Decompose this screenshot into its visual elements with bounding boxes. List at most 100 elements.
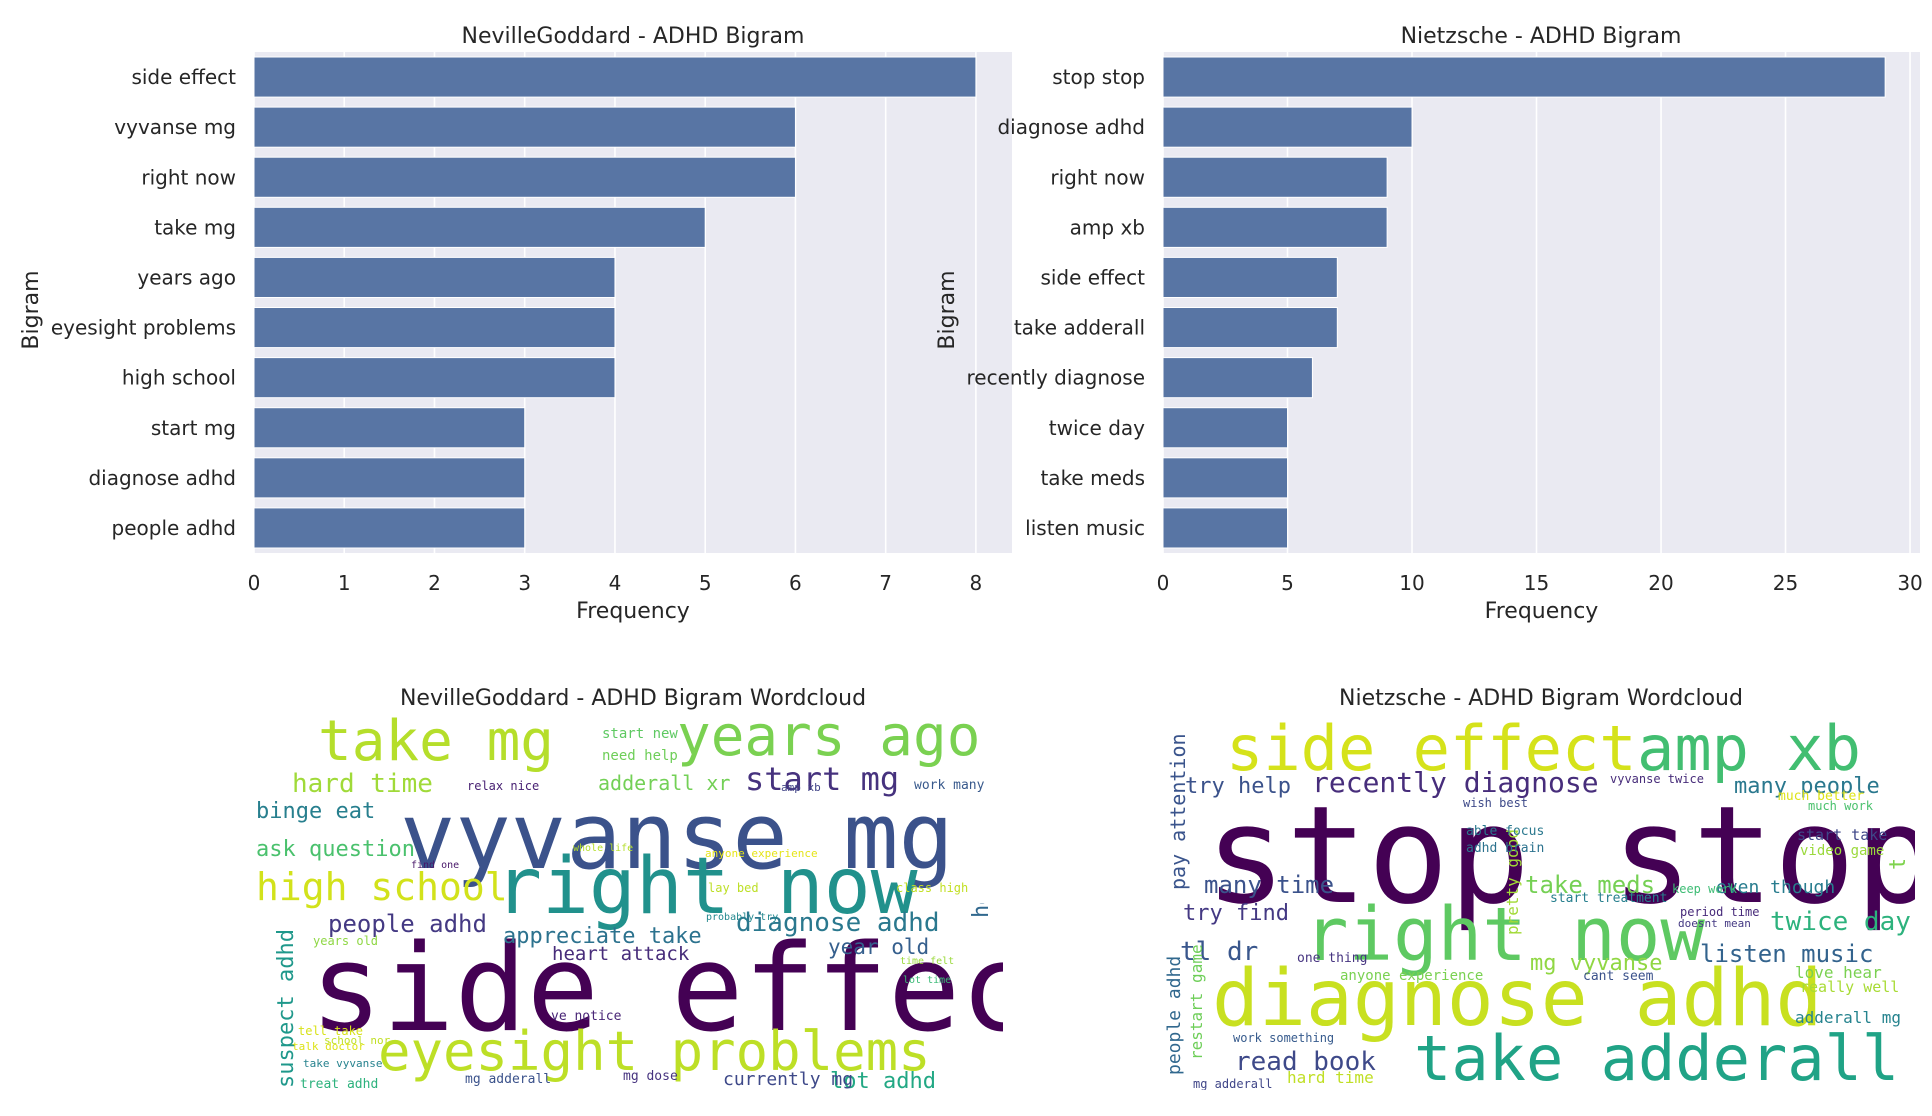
wordcloud-word: currently mg (723, 1069, 853, 1090)
y-tick-label: start mg (151, 416, 236, 440)
wordcloud-word: school nor (324, 1034, 391, 1047)
y-tick-label: diagnose adhd (88, 466, 236, 490)
x-tick-label: 6 (789, 571, 802, 595)
bar (253, 56, 977, 98)
wordcloud-word: video game (1800, 843, 1884, 859)
wordcloud-word: pretty good (1503, 829, 1522, 935)
y-axis-label: Bigram (935, 270, 960, 349)
y-tick-label: recently diagnose (967, 366, 1146, 390)
bar (1162, 256, 1338, 298)
wordcloud-word: binge eat (256, 799, 375, 824)
wordcloud-word: many people (1734, 774, 1880, 799)
wordcloud-word: lay bed (708, 881, 759, 895)
y-tick-label: diagnose adhd (997, 115, 1145, 139)
wordcloud-word: help adhd (969, 799, 994, 918)
bar (253, 507, 526, 549)
bar (1162, 56, 1886, 98)
wordcloud-word: lot adhd (830, 1069, 936, 1094)
wordcloud-word: amp xb (1637, 712, 1861, 785)
wordcloud-word: adderall mg (1795, 1008, 1901, 1027)
wordcloud-word: hard time (1287, 1068, 1374, 1087)
bar (1162, 156, 1388, 198)
wordcloud-word: take mg (318, 709, 554, 774)
wordcloud-word: right now (495, 842, 918, 932)
bar (253, 206, 706, 248)
wordcloud-word: appreciate take (503, 924, 702, 949)
y-tick-label: high school (122, 366, 236, 390)
bar (1162, 106, 1413, 148)
y-tick-label: vyvanse mg (114, 115, 236, 139)
x-tick-label: 3 (518, 571, 531, 595)
wordcloud-title-nietzsche: Nietzsche - ADHD Bigram Wordcloud (1339, 686, 1743, 711)
wordcloud-word: tl dr (1180, 937, 1258, 967)
chart-title-nevillegoddard: NevilleGoddard - ADHD Bigram (462, 24, 805, 49)
wordcloud-nevillegoddard: NevilleGoddard - ADHD Bigram Wordcloud si… (254, 686, 1105, 1094)
wordcloud-word: even though (1716, 877, 1835, 898)
wordcloud-word: hard time (292, 769, 433, 799)
wordcloud-word: class high (896, 881, 968, 895)
wordcloud-word: take adderall (1414, 1022, 1899, 1095)
wordcloud-word: try find (1183, 901, 1289, 926)
wordcloud-word: try help (1185, 774, 1291, 799)
wordcloud-word: mg vyvanse (1530, 951, 1662, 976)
x-tick-label: 10 (1399, 571, 1424, 595)
y-tick-label: amp xb (1070, 215, 1145, 239)
wordcloud-word: much better (1778, 789, 1864, 804)
x-tick-label: 15 (1524, 571, 1549, 595)
x-tick-label: 5 (1281, 571, 1294, 595)
bar (253, 307, 616, 349)
wordcloud-word: years old (313, 934, 378, 948)
wordcloud-word: wish best (1463, 796, 1528, 810)
wordcloud-word: vyvanse twice (1610, 772, 1704, 786)
bar-chart-nietzsche: 0 5 10 15 20 25 30 stop stop diagnose adhd right … (935, 24, 1923, 624)
wordcloud-word: doesnt mean (1678, 917, 1751, 930)
wordcloud-word: mg adderall (1193, 1077, 1272, 1091)
wordcloud-word: probably try (706, 912, 778, 923)
wordcloud-word: diagnose adhd (736, 908, 940, 938)
wordcloud-word: really well (1800, 978, 1899, 996)
wordcloud-word: read book (1235, 1047, 1376, 1077)
y-tick-label: twice day (1049, 416, 1145, 440)
wordcloud-word: mg dose (623, 1069, 678, 1084)
bar (253, 156, 796, 198)
wordcloud-canvas (254, 712, 1003, 1090)
bar (1162, 357, 1313, 399)
wordcloud-word: side effect (310, 920, 1105, 1059)
wordcloud-word: find one (411, 860, 459, 871)
wordcloud-word: people adhd (328, 910, 487, 938)
wordcloud-word: start new (602, 726, 678, 742)
bar (253, 256, 616, 298)
wordcloud-word: years ago (677, 704, 980, 769)
wordcloud-word: amp xb (781, 781, 821, 794)
x-tick-label: 4 (609, 571, 622, 595)
bar (253, 357, 616, 399)
wordcloud-word: work something (1233, 1031, 1334, 1045)
wordcloud-word: period time (1680, 905, 1759, 919)
wordcloud-word: high school (256, 865, 508, 909)
x-tick-label: 8 (970, 571, 983, 595)
wordcloud-word: anyone experience (1340, 968, 1483, 984)
y-tick-label: side effect (131, 65, 236, 89)
wordcloud-canvas (1166, 712, 1915, 1090)
x-tick-label: 5 (699, 571, 712, 595)
wordcloud-word: adhd brain (1466, 841, 1544, 856)
bar (253, 407, 526, 449)
wordcloud-word: start mg (745, 760, 899, 798)
y-tick-label: take adderall (1014, 316, 1145, 340)
wordcloud-word: talk doctor (292, 1040, 365, 1053)
bar (1162, 407, 1289, 449)
wordcloud-word: treat adhd (300, 1077, 378, 1092)
wordcloud-word: mg adderall (465, 1072, 551, 1087)
wordcloud-word: eyesight problems (378, 1020, 931, 1083)
x-tick-label: 20 (1648, 571, 1673, 595)
x-tick-label: 2 (428, 571, 441, 595)
wordcloud-word: ask question (256, 837, 415, 862)
wordcloud-word: adderall xr (598, 771, 730, 795)
wordcloud-word: many time (1204, 871, 1334, 899)
wordcloud-word: diagnose adhd (1212, 954, 1822, 1044)
wordcloud-word: one thing (1297, 951, 1367, 966)
y-tick-label: right now (1050, 165, 1145, 189)
wordcloud-nietzsche: Nietzsche - ADHD Bigram Wordcloud stop st… (1164, 686, 1915, 1095)
bar (1162, 307, 1338, 349)
